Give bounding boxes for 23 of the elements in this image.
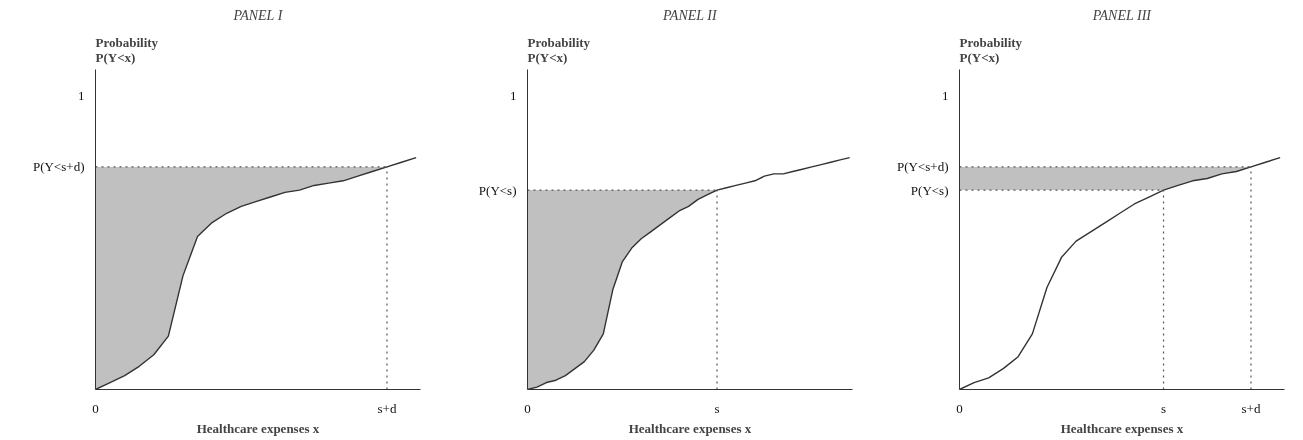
x-tick-label: 0 (524, 400, 531, 416)
y-axis-title: Probability P(Y<x) (527, 34, 591, 65)
chart-title: PANEL III (1091, 7, 1153, 23)
chart-title: PANEL II (662, 7, 718, 23)
chart-title: PANEL I (232, 7, 284, 23)
text: 1 (78, 87, 85, 103)
text: 1 (942, 87, 949, 103)
x-tick-label: 0 (956, 400, 963, 416)
x-axis-title: Healthcare expenses x (196, 420, 320, 436)
x-axis-title: Healthcare expenses x (628, 420, 752, 436)
text: 1 (510, 87, 517, 103)
ref-line-label: P(Y<s+d) (33, 159, 85, 175)
x-axis-title: Healthcare expenses x (1060, 420, 1184, 436)
x-tick-label: s+d (377, 400, 397, 416)
x-tick-label: 0 (92, 400, 99, 416)
x-tick-label: s+d (1241, 400, 1261, 416)
x-tick-label: s (714, 400, 720, 416)
ref-line-label: P(Y<s) (910, 182, 949, 198)
ref-line-label: P(Y<s) (478, 182, 517, 198)
y-axis-title: Probability P(Y<x) (95, 34, 159, 65)
y-axis-title: Probability P(Y<x) (959, 34, 1023, 65)
ref-line-label: P(Y<s+d) (897, 159, 949, 175)
x-tick-label: s (1161, 400, 1167, 416)
